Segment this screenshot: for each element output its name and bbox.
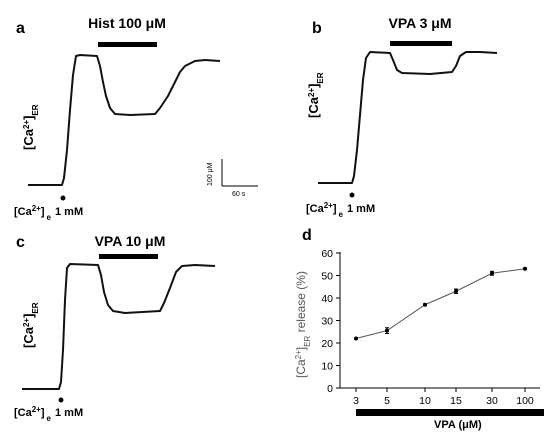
panel-b-stim-sup: 2+ bbox=[324, 201, 333, 210]
panel-d-points bbox=[354, 266, 527, 341]
panel-a-stim-e: e bbox=[47, 213, 52, 222]
panel-c-stimulus-dot bbox=[58, 397, 64, 403]
panel-d-data-point bbox=[354, 336, 358, 341]
panel-a-treatment-label: Hist 100 μM bbox=[88, 15, 166, 31]
panel-c-stim-close: ] bbox=[41, 407, 45, 419]
panel-c-trace bbox=[22, 263, 216, 390]
panel-a-trace bbox=[28, 54, 221, 186]
panel-d-x-ticks: 3 5 10 15 30 100 bbox=[353, 388, 534, 407]
panel-b-stimulus-dot bbox=[349, 192, 355, 198]
scale-bar-y-label: 100 μM bbox=[207, 162, 214, 186]
panel-d-y-tick-label: 0 bbox=[327, 383, 333, 395]
panel-a-treatment-bar bbox=[98, 42, 157, 47]
panel-b-stim-close: ] bbox=[333, 203, 337, 215]
panel-d-x-tick-label: 30 bbox=[486, 395, 498, 407]
panel-c-treatment-bar bbox=[99, 254, 158, 259]
panel-d-y-label-c: release (%) bbox=[294, 271, 308, 336]
panel-d-y-label-sub: ER bbox=[303, 336, 312, 347]
panel-d-x-tick-label: 15 bbox=[450, 395, 462, 407]
panel-b-y-label-sub: ER bbox=[316, 72, 325, 83]
panel-d-y-label-sup: 2+ bbox=[294, 350, 303, 359]
panel-b-stim-text: [Ca bbox=[306, 203, 325, 215]
panel-a-stim-close: ] bbox=[41, 206, 45, 218]
panel-d-y-tick-label: 20 bbox=[321, 338, 333, 350]
panel-c-y-axis-label: [Ca2+]ER bbox=[21, 302, 40, 348]
panel-b-treatment-label: VPA 3 μM bbox=[388, 15, 451, 31]
panel-c-y-label-close: ] bbox=[21, 314, 36, 318]
panel-d-data-point bbox=[454, 289, 458, 294]
panel-d-data-point bbox=[385, 328, 389, 333]
panel-c-stim-sup: 2+ bbox=[32, 405, 41, 414]
panel-b-stim-e: e bbox=[339, 210, 344, 219]
panel-b-y-axis-label: [Ca2+]ER bbox=[306, 72, 325, 118]
panel-d: d [Ca2+]ER release (%) VPA (μM) 0 10 20 30 4… bbox=[294, 227, 544, 431]
panel-c-stim-conc: 1 mM bbox=[55, 407, 83, 419]
panel-d-letter: d bbox=[302, 227, 312, 244]
panel-d-y-ticks: 0 10 20 30 40 50 60 bbox=[321, 248, 340, 395]
panel-b-y-label-sup: 2+ bbox=[307, 88, 316, 97]
panel-d-data-point bbox=[423, 302, 427, 307]
panel-c: c VPA 10 μM [Ca2+]ER [Ca2+] e 1 mM bbox=[14, 233, 216, 423]
panel-d-y-tick-label: 30 bbox=[321, 316, 333, 328]
panel-a-stimulus-dot bbox=[60, 195, 66, 201]
scale-bar: 100 μM 60 s bbox=[207, 159, 258, 198]
panel-d-x-tick-label: 3 bbox=[353, 395, 359, 407]
panel-c-stim-text: [Ca bbox=[14, 407, 33, 419]
panel-c-y-label-sub: ER bbox=[31, 302, 40, 313]
panel-d-vpa-bar bbox=[356, 409, 544, 416]
panel-a-y-label-close: ] bbox=[21, 116, 36, 120]
panel-d-y-tick-label: 40 bbox=[321, 293, 333, 305]
panel-b: b VPA 3 μM [Ca2+]ER [Ca2+] e 1 mM bbox=[306, 15, 498, 219]
panel-a-y-label-bracket: [Ca bbox=[21, 128, 36, 150]
panel-d-x-axis-label: VPA (μM) bbox=[434, 419, 482, 431]
panel-a-stim-sup: 2+ bbox=[32, 204, 41, 213]
panel-d-x-tick-label: 100 bbox=[516, 395, 534, 407]
panel-d-x-tick-label: 10 bbox=[419, 395, 431, 407]
panel-a-y-axis-label: [Ca2+]ER bbox=[21, 104, 40, 150]
panel-a-y-label-sup: 2+ bbox=[22, 120, 31, 129]
panel-d-y-tick-label: 10 bbox=[321, 361, 333, 373]
panel-a: a Hist 100 μM [Ca2+]ER [Ca2+] e 1 mM bbox=[14, 15, 221, 222]
panel-d-data-point bbox=[490, 271, 494, 276]
panel-d-series-line bbox=[355, 268, 526, 339]
panel-d-y-label-a: [Ca bbox=[294, 359, 308, 378]
panel-d-data-point bbox=[523, 266, 527, 271]
panel-b-y-label-bracket: [Ca bbox=[306, 96, 321, 118]
panel-b-stim-conc: 1 mM bbox=[347, 203, 375, 215]
panel-d-y-tick-label: 50 bbox=[321, 271, 333, 283]
panel-a-y-label-sub: ER bbox=[31, 104, 40, 115]
panel-b-y-label-close: ] bbox=[306, 84, 321, 88]
panel-a-stim-conc: 1 mM bbox=[55, 206, 83, 218]
panel-a-stimulus-label: [Ca2+] e 1 mM bbox=[14, 204, 83, 222]
panel-c-treatment-label: VPA 10 μM bbox=[95, 233, 166, 249]
panel-a-stim-text: [Ca bbox=[14, 206, 33, 218]
panel-c-letter: c bbox=[16, 234, 25, 251]
scale-bar-x-label: 60 s bbox=[232, 191, 246, 198]
panel-d-y-label-b: ] bbox=[294, 347, 308, 350]
panel-c-y-label-bracket: [Ca bbox=[21, 326, 36, 348]
panel-b-stimulus-label: [Ca2+] e 1 mM bbox=[306, 201, 375, 219]
panel-b-trace bbox=[318, 51, 498, 184]
panel-b-treatment-bar bbox=[390, 41, 452, 46]
panel-d-y-axis-label: [Ca2+]ER release (%) bbox=[294, 271, 312, 378]
panel-a-letter: a bbox=[16, 20, 25, 37]
panel-c-y-label-sup: 2+ bbox=[22, 318, 31, 327]
panel-d-x-tick-label: 5 bbox=[384, 395, 390, 407]
panel-c-stimulus-label: [Ca2+] e 1 mM bbox=[14, 405, 83, 423]
panel-b-letter: b bbox=[312, 20, 322, 37]
panel-d-y-tick-label: 60 bbox=[321, 248, 333, 260]
panel-c-stim-e: e bbox=[47, 414, 52, 423]
